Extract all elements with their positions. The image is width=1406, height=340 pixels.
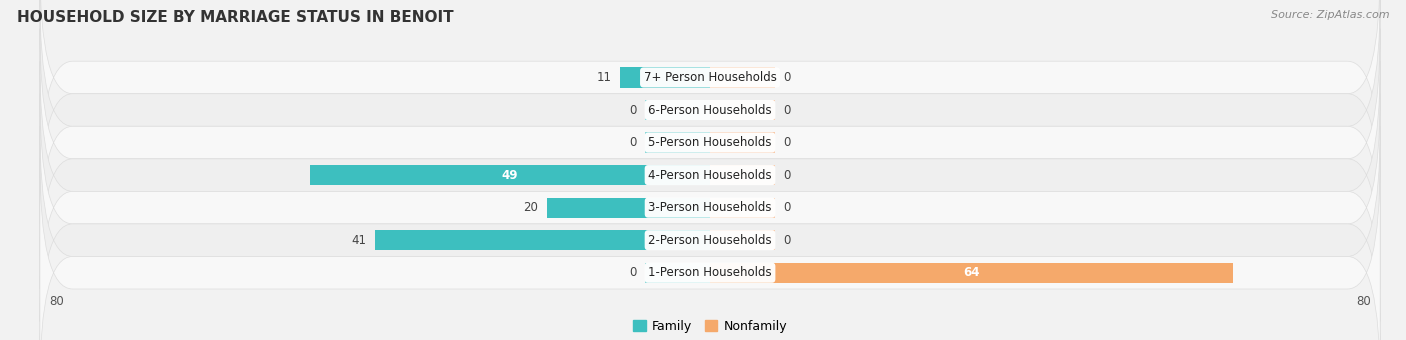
- Text: 20: 20: [523, 201, 538, 214]
- Text: 0: 0: [628, 136, 637, 149]
- Bar: [644, 133, 710, 153]
- Bar: [710, 198, 776, 218]
- Text: 3-Person Households: 3-Person Households: [648, 201, 772, 214]
- Bar: [644, 262, 710, 283]
- FancyBboxPatch shape: [39, 159, 1381, 340]
- Text: 4-Person Households: 4-Person Households: [648, 169, 772, 182]
- Text: 6-Person Households: 6-Person Households: [648, 103, 772, 117]
- Bar: [710, 230, 776, 250]
- FancyBboxPatch shape: [39, 0, 1381, 191]
- Text: 0: 0: [783, 136, 792, 149]
- Bar: [710, 133, 776, 153]
- FancyBboxPatch shape: [39, 0, 1381, 224]
- Bar: [547, 198, 710, 218]
- Text: 41: 41: [352, 234, 367, 247]
- Bar: [620, 67, 710, 88]
- Bar: [375, 230, 710, 250]
- Text: 0: 0: [783, 234, 792, 247]
- FancyBboxPatch shape: [39, 61, 1381, 289]
- FancyBboxPatch shape: [39, 29, 1381, 256]
- Text: 2-Person Households: 2-Person Households: [648, 234, 772, 247]
- Text: 0: 0: [783, 103, 792, 117]
- Text: 0: 0: [628, 266, 637, 279]
- Text: 49: 49: [502, 169, 517, 182]
- Text: Source: ZipAtlas.com: Source: ZipAtlas.com: [1271, 10, 1389, 20]
- Bar: [644, 100, 710, 120]
- Bar: [710, 67, 776, 88]
- Text: 0: 0: [783, 169, 792, 182]
- FancyBboxPatch shape: [39, 126, 1381, 340]
- Text: 11: 11: [598, 71, 612, 84]
- Text: 64: 64: [963, 266, 980, 279]
- Text: 7+ Person Households: 7+ Person Households: [644, 71, 776, 84]
- Text: 0: 0: [628, 103, 637, 117]
- Text: HOUSEHOLD SIZE BY MARRIAGE STATUS IN BENOIT: HOUSEHOLD SIZE BY MARRIAGE STATUS IN BEN…: [17, 10, 454, 25]
- Bar: [710, 100, 776, 120]
- Bar: [309, 165, 710, 185]
- Text: 1-Person Households: 1-Person Households: [648, 266, 772, 279]
- Legend: Family, Nonfamily: Family, Nonfamily: [633, 320, 787, 333]
- Bar: [710, 262, 1233, 283]
- Text: 0: 0: [783, 201, 792, 214]
- Text: 0: 0: [783, 71, 792, 84]
- Bar: [710, 165, 776, 185]
- FancyBboxPatch shape: [39, 94, 1381, 322]
- Text: 5-Person Households: 5-Person Households: [648, 136, 772, 149]
